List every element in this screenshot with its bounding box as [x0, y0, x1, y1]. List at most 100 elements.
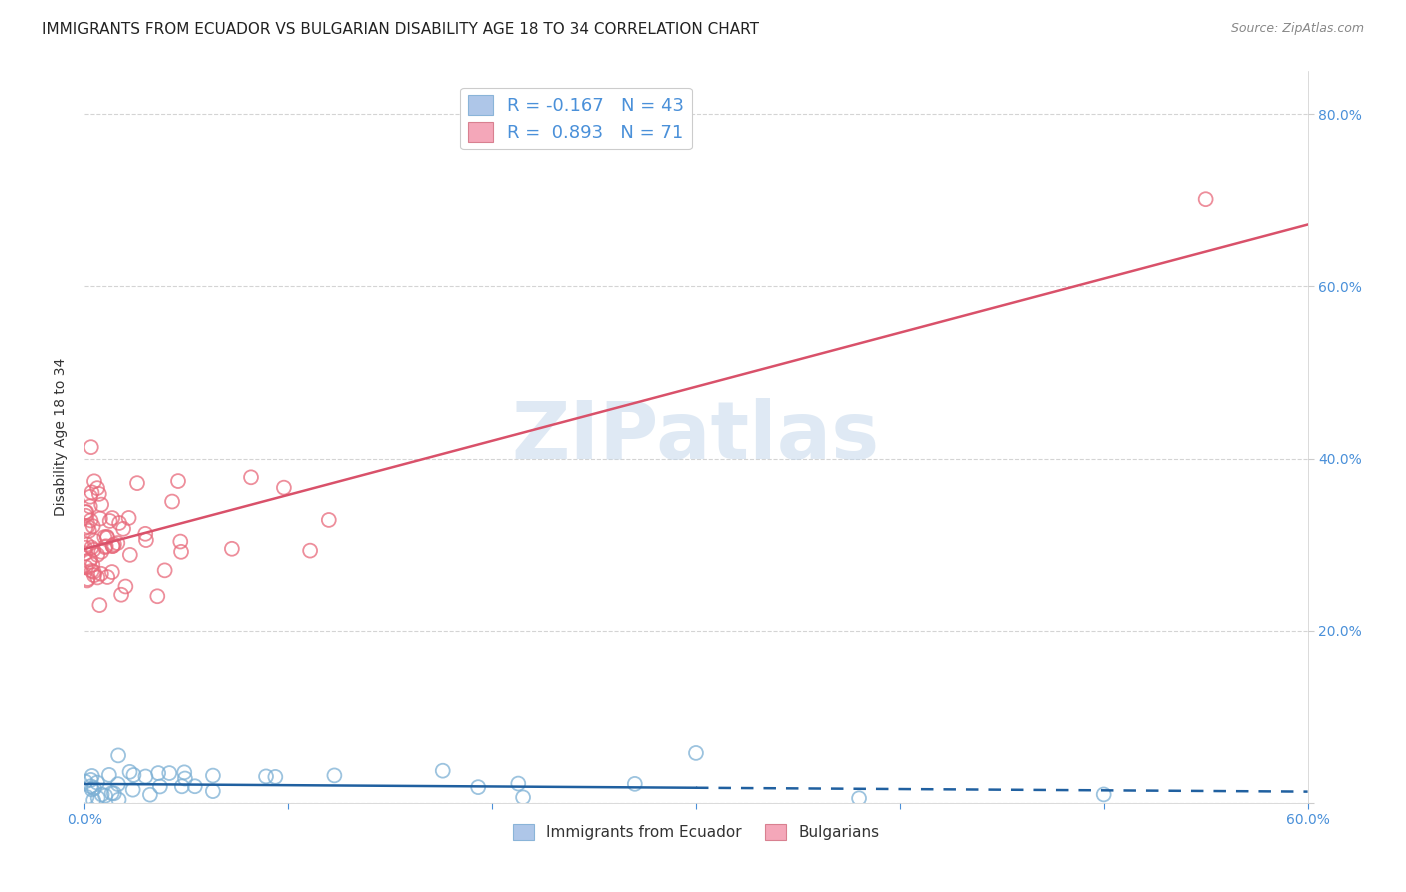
Point — [112, 522, 135, 536]
Point — [75, 521, 97, 535]
Point — [146, 589, 169, 603]
Point — [80, 541, 103, 555]
Point — [89, 511, 111, 525]
Point — [83, 781, 105, 796]
Point — [76, 519, 98, 533]
Point — [80, 564, 103, 578]
Point — [101, 511, 124, 525]
Point — [101, 539, 124, 553]
Point — [97, 768, 120, 782]
Point — [1092, 788, 1115, 802]
Point — [94, 540, 117, 554]
Point — [170, 545, 193, 559]
Point — [240, 470, 263, 484]
Point — [107, 777, 129, 791]
Point — [82, 793, 104, 807]
Point — [96, 531, 118, 545]
Point — [103, 786, 125, 800]
Point — [323, 768, 346, 782]
Point — [80, 782, 103, 797]
Point — [96, 530, 118, 544]
Point — [254, 769, 277, 783]
Point — [118, 764, 141, 779]
Point — [121, 782, 143, 797]
Point — [114, 580, 136, 594]
Point — [221, 541, 243, 556]
Point — [174, 772, 197, 786]
Point — [170, 780, 193, 794]
Point — [318, 513, 340, 527]
Text: Source: ZipAtlas.com: Source: ZipAtlas.com — [1230, 22, 1364, 36]
Point — [184, 779, 207, 793]
Point — [87, 487, 110, 501]
Point — [86, 481, 108, 495]
Point — [264, 770, 287, 784]
Point — [1195, 192, 1218, 206]
Point — [75, 774, 97, 789]
Point — [848, 791, 870, 805]
Point — [86, 570, 108, 584]
Point — [75, 560, 97, 574]
Point — [117, 511, 139, 525]
Point — [173, 765, 195, 780]
Point — [86, 775, 108, 789]
Point — [122, 768, 145, 782]
Point — [273, 481, 295, 495]
Point — [83, 568, 105, 582]
Point — [105, 536, 128, 550]
Point — [75, 505, 97, 519]
Point — [83, 565, 105, 579]
Point — [79, 552, 101, 566]
Point — [80, 769, 103, 783]
Point — [201, 768, 224, 782]
Point — [93, 530, 115, 544]
Y-axis label: Disability Age 18 to 34: Disability Age 18 to 34 — [55, 358, 69, 516]
Point — [103, 537, 125, 551]
Point — [75, 546, 97, 560]
Point — [90, 498, 112, 512]
Point — [299, 543, 322, 558]
Point — [79, 500, 101, 514]
Point — [90, 788, 112, 802]
Point — [107, 748, 129, 763]
Point — [100, 786, 122, 800]
Point — [82, 542, 104, 557]
Point — [146, 766, 169, 780]
Point — [80, 485, 103, 500]
Point — [79, 772, 101, 787]
Point — [134, 526, 156, 541]
Point — [75, 508, 97, 523]
Point — [134, 769, 156, 783]
Point — [432, 764, 454, 778]
Point — [508, 776, 530, 790]
Point — [169, 534, 191, 549]
Point — [101, 565, 124, 579]
Point — [79, 490, 101, 504]
Legend: Immigrants from Ecuador, Bulgarians: Immigrants from Ecuador, Bulgarians — [506, 817, 886, 847]
Point — [118, 548, 141, 562]
Point — [110, 588, 132, 602]
Point — [160, 494, 183, 508]
Point — [83, 475, 105, 489]
Point — [107, 792, 129, 806]
Point — [83, 533, 105, 548]
Point — [467, 780, 489, 794]
Point — [149, 780, 172, 794]
Point — [90, 545, 112, 559]
Point — [80, 440, 103, 454]
Point — [86, 548, 108, 562]
Point — [624, 777, 647, 791]
Point — [108, 516, 131, 530]
Point — [153, 563, 176, 577]
Point — [125, 476, 148, 491]
Point — [101, 539, 124, 553]
Point — [82, 519, 104, 533]
Point — [96, 570, 118, 584]
Point — [76, 574, 98, 588]
Point — [89, 598, 111, 612]
Point — [79, 514, 101, 528]
Point — [86, 790, 108, 805]
Point — [157, 766, 180, 780]
Point — [76, 572, 98, 586]
Text: IMMIGRANTS FROM ECUADOR VS BULGARIAN DISABILITY AGE 18 TO 34 CORRELATION CHART: IMMIGRANTS FROM ECUADOR VS BULGARIAN DIS… — [42, 22, 759, 37]
